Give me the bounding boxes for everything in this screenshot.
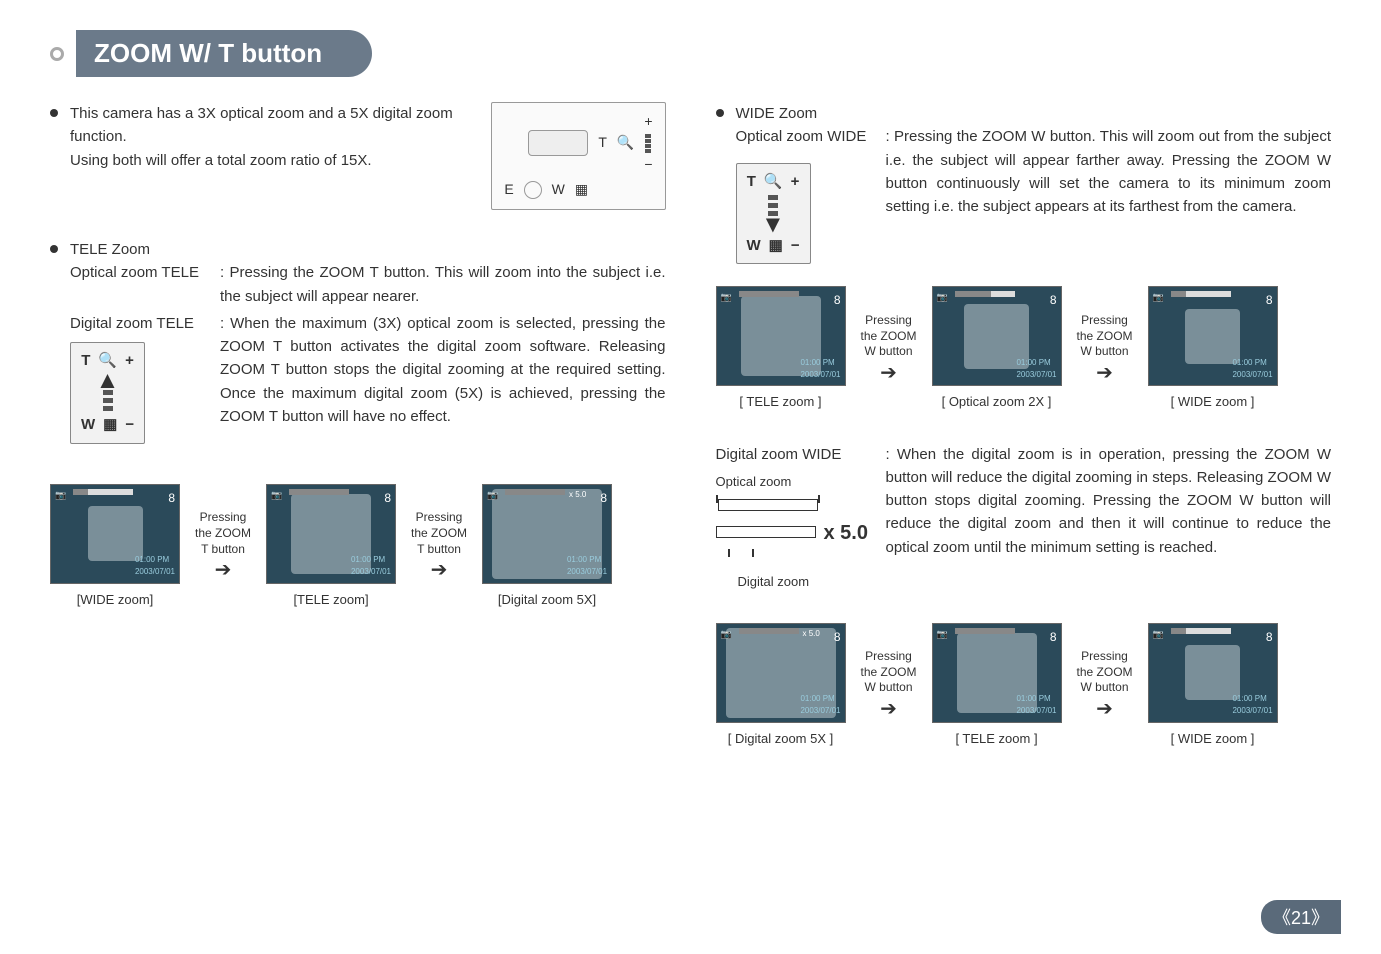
bullet-icon bbox=[50, 109, 58, 117]
arrow-label: Pressing the ZOOM W button ➔ bbox=[861, 649, 917, 722]
arrow-right-icon: ➔ bbox=[880, 696, 897, 722]
intro-line1: This camera has a 3X optical zoom and a … bbox=[70, 102, 473, 149]
thumb-digital5x: 📷 x 5.0 8 01:00 PM2003/07/01 bbox=[716, 623, 846, 723]
caption-wide: [ WIDE zoom ] bbox=[1148, 392, 1278, 412]
tele-digital-label: Digital zoom TELE bbox=[70, 312, 220, 335]
intro-line2: Using both will offer a total zoom ratio… bbox=[70, 149, 473, 172]
arrow-label: Pressing the ZOOM T button ➔ bbox=[195, 510, 251, 583]
wide-optical-label: Optical zoom WIDE bbox=[736, 125, 886, 148]
digital-zoom-label: Digital zoom bbox=[738, 572, 886, 592]
minus-icon: − bbox=[125, 413, 134, 436]
x5-label: x 5.0 bbox=[824, 518, 868, 549]
label-t: T bbox=[747, 170, 756, 193]
bullet-icon bbox=[716, 109, 724, 117]
thumb-tele: 📷 8 01:00 PM2003/07/01 bbox=[932, 623, 1062, 723]
minus-icon: − bbox=[644, 154, 652, 176]
plus-icon: + bbox=[791, 170, 800, 193]
label-w: W bbox=[552, 179, 565, 201]
label-t: T bbox=[81, 349, 90, 372]
thumb-wide: 📷 8 01:00 PM2003/07/01 bbox=[1148, 623, 1278, 723]
wide-optical-body: : Pressing the ZOOM W button. This will … bbox=[886, 125, 1332, 218]
arrow-up-icon: ▲ bbox=[96, 374, 120, 388]
thumb-digital-5x: 📷 x 5.0 8 01:00 PM2003/07/01 bbox=[482, 484, 612, 584]
arrow-label: Pressing the ZOOM T button ➔ bbox=[411, 510, 467, 583]
wide-digital-label: Digital zoom WIDE bbox=[716, 443, 886, 466]
arrow-down-icon: ▲ bbox=[761, 218, 785, 232]
thumb-tele: 📷 8 01:00 PM2003/07/01 bbox=[716, 286, 846, 386]
arrow-label: Pressing the ZOOM W button ➔ bbox=[1077, 313, 1133, 386]
caption-wide: [WIDE zoom] bbox=[50, 590, 180, 610]
caption-wide: [ WIDE zoom ] bbox=[1148, 729, 1278, 749]
arrow-label: Pressing the ZOOM W button ➔ bbox=[1077, 649, 1133, 722]
arrow-right-icon: ➔ bbox=[1096, 696, 1113, 722]
intro-text: This camera has a 3X optical zoom and a … bbox=[70, 102, 473, 172]
thumb-tele-zoom: 📷 8 01:00 PM2003/07/01 bbox=[266, 484, 396, 584]
thumb-wide-zoom: 📷 8 01:00 PM2003/07/01 bbox=[50, 484, 180, 584]
page-title: ZOOM W/ T button bbox=[76, 30, 372, 77]
page-number: 《21》 bbox=[1261, 900, 1341, 934]
thumb-wide: 📷 8 01:00 PM2003/07/01 bbox=[1148, 286, 1278, 386]
grid-icon: ▦ bbox=[103, 413, 117, 436]
left-column: T 🔍 + − E W ▦ bbox=[50, 102, 666, 924]
caption-optical2x: [ Optical zoom 2X ] bbox=[932, 392, 1062, 412]
arrow-right-icon: ➔ bbox=[431, 557, 448, 583]
wide-digital-body: : When the digital zoom is in operation,… bbox=[886, 443, 1332, 559]
label-e: E bbox=[504, 179, 513, 201]
camera-control-diagram: T 🔍 + − E W ▦ bbox=[491, 102, 665, 210]
magnifier-icon: 🔍 bbox=[764, 170, 783, 193]
magnifier-icon: 🔍 bbox=[617, 132, 634, 154]
plus-icon: + bbox=[644, 111, 652, 133]
grid-icon: ▦ bbox=[575, 179, 588, 201]
plus-icon: + bbox=[125, 349, 134, 372]
caption-digital5x: [Digital zoom 5X] bbox=[482, 590, 612, 610]
wide-heading: WIDE Zoom bbox=[736, 102, 1332, 125]
bullet-icon bbox=[50, 245, 58, 253]
title-dot-icon bbox=[50, 47, 64, 61]
caption-tele: [TELE zoom] bbox=[266, 590, 396, 610]
title-bar: ZOOM W/ T button bbox=[50, 30, 1331, 77]
label-t: T bbox=[598, 132, 607, 154]
tele-optical-body: : Pressing the ZOOM T button. This will … bbox=[220, 261, 666, 308]
tele-optical-label: Optical zoom TELE bbox=[70, 261, 220, 284]
caption-tele: [ TELE zoom ] bbox=[932, 729, 1062, 749]
lens-icon bbox=[524, 181, 542, 199]
thumb-optical2x: 📷 8 01:00 PM2003/07/01 bbox=[932, 286, 1062, 386]
optical-zoom-label: Optical zoom bbox=[716, 472, 886, 492]
tele-digital-body: : When the maximum (3X) optical zoom is … bbox=[220, 315, 666, 425]
zoom-tw-diagram: T 🔍 + ▲ W ▦ − bbox=[70, 342, 145, 444]
zoom-bar-diagram: Optical zoom x 5.0 Digital zoom bbox=[716, 472, 886, 593]
arrow-right-icon: ➔ bbox=[1096, 360, 1113, 386]
minus-icon: − bbox=[791, 234, 800, 257]
label-w: W bbox=[81, 413, 95, 436]
label-w: W bbox=[747, 234, 761, 257]
arrow-right-icon: ➔ bbox=[215, 557, 232, 583]
caption-digital5x: [ Digital zoom 5X ] bbox=[716, 729, 846, 749]
right-column: WIDE Zoom Optical zoom WIDE T 🔍 + bbox=[716, 102, 1332, 924]
arrow-right-icon: ➔ bbox=[880, 360, 897, 386]
zoom-tw-diagram: T 🔍 + ▲ W ▦ − bbox=[736, 163, 811, 265]
tele-heading: TELE Zoom bbox=[70, 238, 666, 261]
caption-tele: [ TELE zoom ] bbox=[716, 392, 846, 412]
arrow-label: Pressing the ZOOM W button ➔ bbox=[861, 313, 917, 386]
